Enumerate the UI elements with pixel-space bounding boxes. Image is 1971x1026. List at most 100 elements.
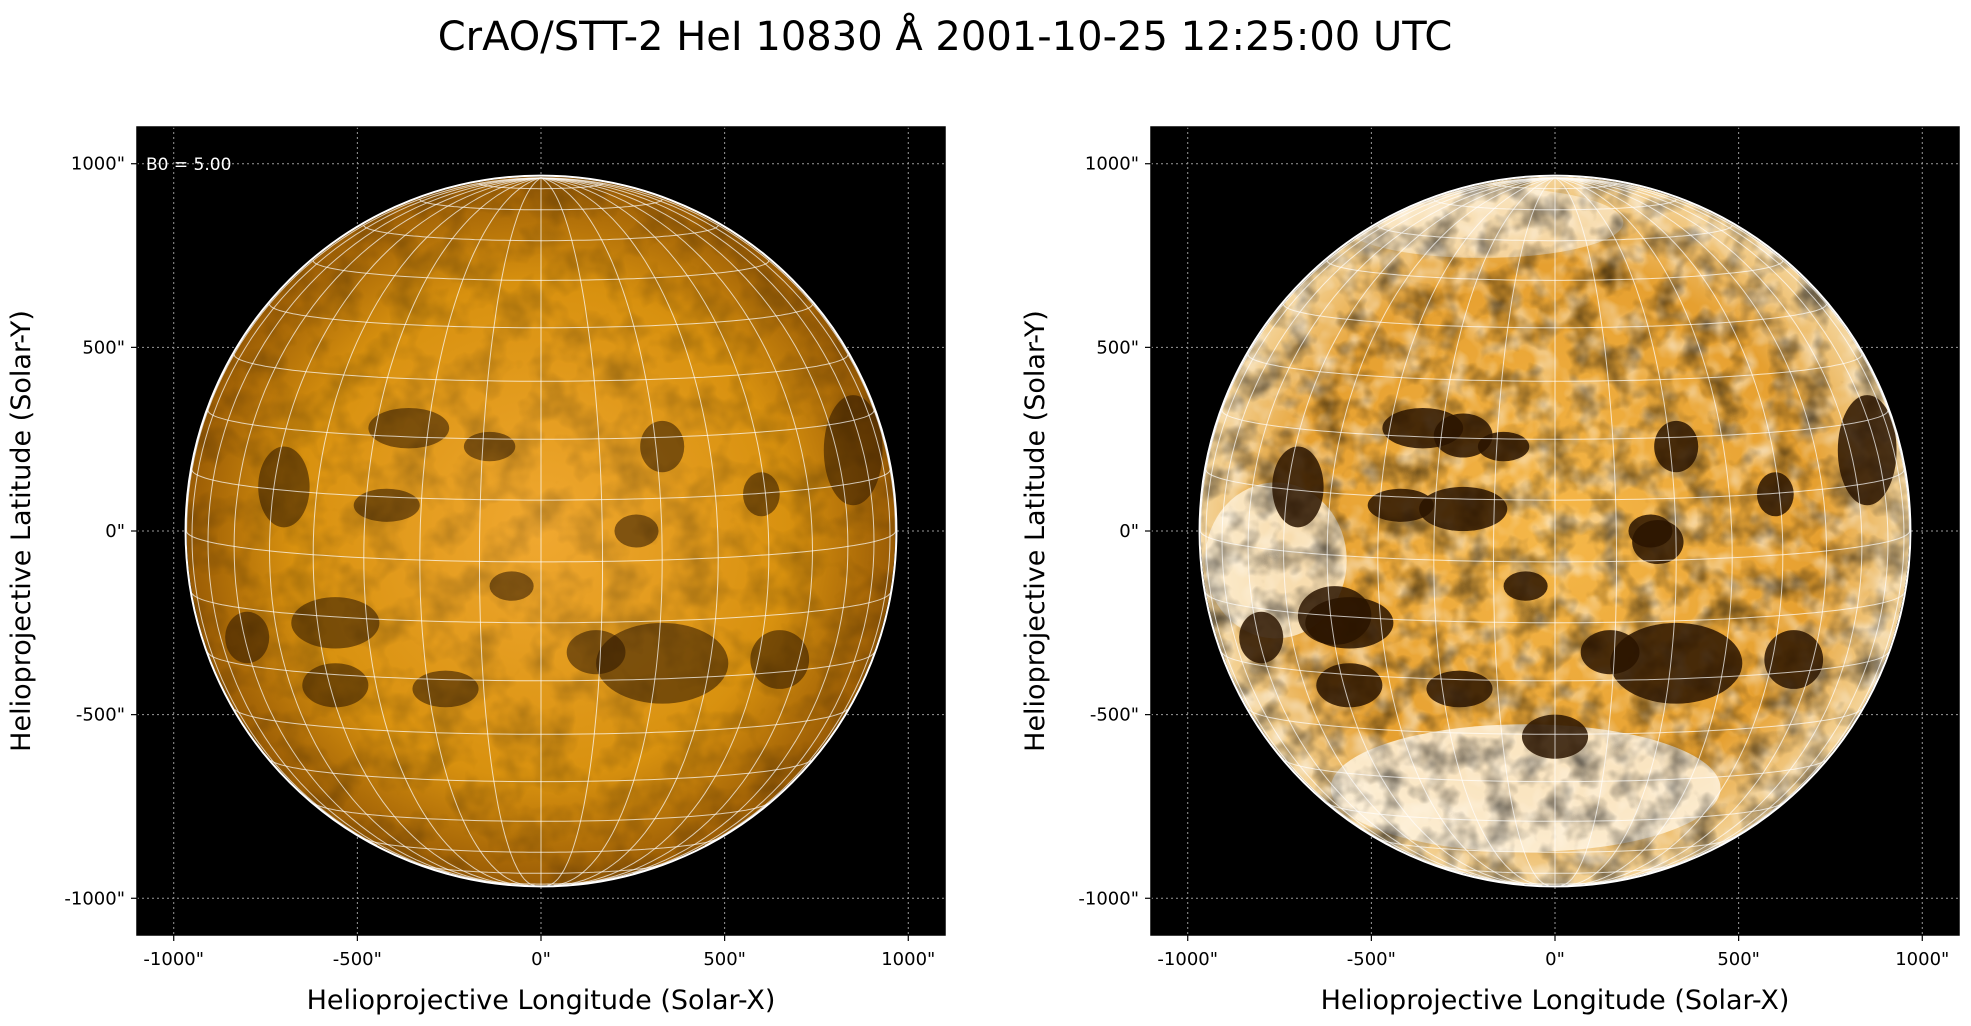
parallel-line (1437, 864, 1673, 874)
meridian-line (1554, 177, 1617, 886)
y-tick-label: 1000" (1085, 154, 1139, 175)
y-tick-label: 0" (1119, 521, 1139, 542)
meridian-line (540, 177, 814, 884)
parallel-line (366, 838, 716, 853)
parallel-line (1433, 199, 1677, 211)
meridian-line (1493, 177, 1556, 886)
parallel-line (1248, 709, 1862, 735)
meridian-line (186, 177, 542, 532)
dark-feature (368, 407, 450, 449)
meridian-line (1554, 177, 1677, 886)
parallel-line (270, 759, 812, 783)
y-tick-label: -1000" (64, 888, 125, 909)
dark-feature (1757, 472, 1794, 517)
dark-feature (1503, 571, 1548, 601)
dark-feature (412, 670, 479, 708)
dark-feature (566, 630, 626, 675)
meridian-line (1433, 177, 1556, 886)
meridian-line (540, 177, 849, 882)
meridian-line (1554, 177, 1905, 846)
meridian-line (207, 177, 542, 874)
meridian-line (540, 177, 663, 886)
parallel-line (1501, 880, 1609, 885)
dark-feature (291, 597, 380, 649)
y-axis-label: Helioprojective Latitude (Solar-Y) (1020, 310, 1051, 752)
x-tick-label: 1000" (881, 949, 935, 970)
parallel-line (423, 864, 659, 874)
y-tick-label: 500" (82, 337, 125, 358)
parallel-line (207, 652, 875, 682)
x-tick-label: 500" (1717, 949, 1760, 970)
meridian-line (1377, 177, 1556, 886)
x-tick-label: 1000" (1895, 949, 1949, 970)
meridian-line (1554, 177, 1889, 874)
meridian-line (1247, 177, 1556, 882)
x-axis-label: Helioprojective Longitude (Solar-X) (1321, 985, 1790, 1016)
dark-feature (1433, 413, 1493, 458)
meridian-line (191, 177, 542, 846)
dark-feature (1837, 395, 1897, 506)
b0-annotation: B0 = 5.00 (146, 155, 231, 175)
dark-feature (614, 514, 659, 548)
meridian-line (419, 177, 542, 886)
dark-feature (1764, 630, 1824, 689)
dark-feature (1632, 519, 1684, 565)
y-tick-label: -500" (76, 705, 125, 726)
x-tick-label: 0" (531, 949, 551, 970)
parallel-line (191, 593, 891, 624)
parallel-line (1247, 354, 1863, 382)
meridian-line (363, 177, 542, 886)
parallel-line (1493, 183, 1617, 190)
parallel-line (1221, 410, 1889, 440)
y-tick-label: 1000" (71, 154, 125, 175)
parallel-line (1205, 593, 1905, 624)
dark-feature (1654, 420, 1699, 473)
dark-feature (258, 446, 310, 528)
parallel-line (191, 469, 891, 501)
dark-feature (1272, 446, 1324, 528)
parallel-line (1328, 803, 1782, 822)
parallel-line (1200, 530, 1910, 563)
meridian-line (268, 177, 542, 884)
dark-feature (1610, 622, 1743, 704)
meridian-line (1554, 177, 1828, 884)
parallel-line (1221, 652, 1889, 682)
parallel-line (186, 530, 896, 563)
meridian-line (1326, 177, 1556, 885)
parallel-line (314, 803, 768, 822)
y-tick-label: -500" (1090, 705, 1139, 726)
right-panel: -1000" -500" 0" 500" 1000" 1000" 500" 0" -500" -1… (1020, 126, 1960, 1016)
heliographic-grid (186, 177, 896, 886)
meridian-line (540, 177, 770, 885)
dark-feature (225, 611, 270, 664)
y-tick-label: 500" (1096, 337, 1139, 358)
dark-feature (823, 395, 883, 506)
parallel-line (1380, 838, 1730, 853)
parallel-line (363, 225, 719, 242)
parallel-line (1326, 260, 1784, 281)
parallel-line (1377, 225, 1733, 242)
x-tick-label: -500" (333, 949, 382, 970)
meridian-line (312, 177, 542, 885)
left-panel: -1000" -500" 0" 500" 1000" 1000" 500" 0" -500" -1… (6, 126, 946, 1016)
x-tick-label: -500" (1347, 949, 1396, 970)
x-tick-label: -1000" (1157, 949, 1218, 970)
parallel-line (487, 880, 595, 885)
x-axis-label: Helioprojective Longitude (Solar-X) (307, 985, 776, 1016)
meridian-line (1205, 177, 1556, 846)
dark-feature (353, 488, 420, 522)
x-tick-label: 0" (1545, 949, 1565, 970)
heliographic-grid (1200, 177, 1910, 886)
y-tick-label: -1000" (1078, 888, 1139, 909)
dark-feature (1580, 630, 1640, 675)
parallel-line (479, 183, 603, 190)
parallel-line (312, 260, 770, 281)
parallel-line (1283, 303, 1827, 329)
meridian-line (1554, 177, 1910, 532)
dark-feature (640, 420, 685, 473)
parallel-line (1284, 759, 1826, 783)
parallel-line (1205, 469, 1905, 501)
meridian-line (540, 177, 719, 886)
y-tick-label: 0" (105, 521, 125, 542)
